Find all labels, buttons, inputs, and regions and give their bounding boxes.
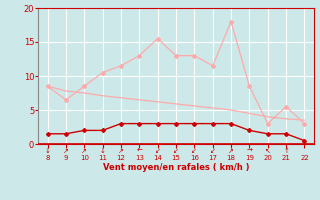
X-axis label: Vent moyen/en rafales ( km/h ): Vent moyen/en rafales ( km/h ) [103,163,249,172]
